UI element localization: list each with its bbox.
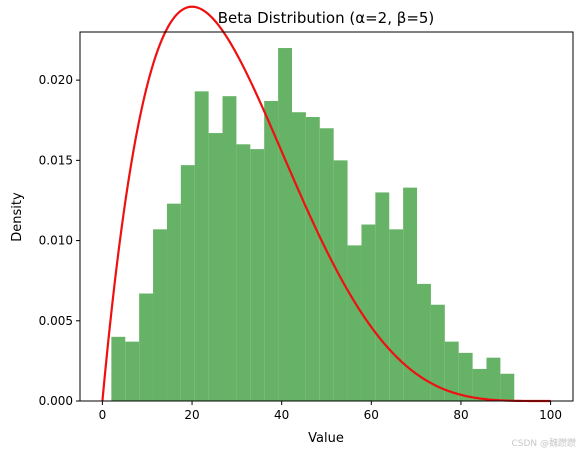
histogram-bar <box>208 133 223 401</box>
histogram-bar <box>125 341 140 401</box>
histogram-bar <box>458 352 473 401</box>
histogram-bar <box>472 368 487 401</box>
x-axis-label: Value <box>308 431 344 446</box>
histogram-bar <box>500 373 515 401</box>
chart-title: Beta Distribution (α=2, β=5) <box>218 9 435 27</box>
histogram-bar <box>236 144 251 402</box>
histogram-bar <box>430 304 445 401</box>
x-tick-label: 40 <box>274 408 289 422</box>
histogram-bar <box>347 245 362 401</box>
histogram-bar <box>444 341 459 401</box>
histogram-bar <box>180 165 195 401</box>
histogram-bar <box>264 100 279 402</box>
x-tick-label: 0 <box>99 408 107 422</box>
histogram-bar <box>417 283 431 401</box>
histogram-bar <box>403 187 418 401</box>
histogram-bar <box>319 128 334 401</box>
histogram-bar <box>305 117 320 401</box>
y-axis-ticks: 0.000 0.005 0.010 0.015 0.020 <box>39 73 80 408</box>
histogram-bar <box>166 203 181 401</box>
y-tick-label: 0.000 <box>39 394 73 408</box>
histogram-bars <box>111 48 515 402</box>
histogram-bar <box>139 293 154 401</box>
pdf-curve-layer <box>101 5 551 403</box>
watermark-text: CSDN @魏躜躜 <box>511 439 576 449</box>
histogram-bar <box>194 91 209 402</box>
x-tick-label: 100 <box>539 408 562 422</box>
x-tick-label: 80 <box>453 408 468 422</box>
histogram-bar <box>278 48 292 401</box>
x-axis-ticks: 0 20 40 60 80 100 <box>99 401 562 422</box>
histogram-bar <box>291 112 306 401</box>
histogram-bar <box>250 149 265 401</box>
y-tick-label: 0.010 <box>39 234 73 248</box>
histogram-bar <box>389 229 404 401</box>
x-tick-label: 60 <box>364 408 379 422</box>
pdf-curve-line <box>101 5 551 403</box>
y-axis-label: Density <box>10 192 25 242</box>
plot-frame <box>79 31 574 402</box>
histogram-bar <box>333 160 348 401</box>
histogram-bar <box>111 336 126 401</box>
histogram-bar <box>486 357 501 401</box>
histogram-bar <box>361 224 376 401</box>
histogram-bar <box>222 96 237 402</box>
y-tick-label: 0.005 <box>39 314 73 328</box>
x-tick-label: 20 <box>184 408 199 422</box>
y-tick-label: 0.020 <box>39 73 73 87</box>
histogram-bar <box>375 192 390 401</box>
histogram-bar <box>153 229 167 401</box>
y-tick-label: 0.015 <box>39 153 73 167</box>
